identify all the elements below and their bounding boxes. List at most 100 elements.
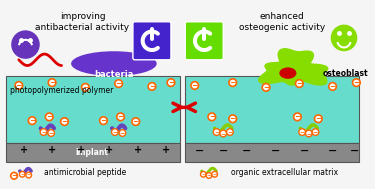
Text: −: − xyxy=(296,79,303,88)
Text: −: − xyxy=(213,172,217,177)
Circle shape xyxy=(312,129,319,135)
Text: enhanced
osteogenic activity: enhanced osteogenic activity xyxy=(239,12,326,32)
Circle shape xyxy=(26,172,32,178)
Text: −: − xyxy=(133,117,139,126)
Text: −: − xyxy=(207,173,211,178)
Text: −: − xyxy=(48,131,54,136)
Text: +: + xyxy=(105,145,113,155)
Text: −: − xyxy=(350,145,359,155)
Text: −: − xyxy=(168,78,174,87)
Text: −: − xyxy=(220,131,226,136)
Text: −: − xyxy=(195,145,204,155)
Text: +: + xyxy=(162,145,170,155)
Ellipse shape xyxy=(71,51,157,76)
Circle shape xyxy=(148,83,156,90)
Text: photopolymerized polymer: photopolymerized polymer xyxy=(10,86,113,95)
Text: −: − xyxy=(299,145,309,155)
Text: −: − xyxy=(300,129,305,135)
Circle shape xyxy=(61,118,68,125)
Text: −: − xyxy=(192,81,198,90)
Text: −: − xyxy=(353,78,360,87)
Text: −: − xyxy=(214,129,219,135)
Circle shape xyxy=(15,82,22,89)
Circle shape xyxy=(352,79,360,86)
Text: −: − xyxy=(61,117,68,126)
Circle shape xyxy=(206,173,212,178)
Bar xyxy=(6,143,180,162)
Text: −: − xyxy=(11,171,17,180)
Text: −: − xyxy=(328,145,337,155)
Circle shape xyxy=(167,79,175,86)
Circle shape xyxy=(208,113,216,121)
Text: +: + xyxy=(134,145,142,155)
Circle shape xyxy=(11,173,17,179)
Text: −: − xyxy=(41,129,46,135)
Polygon shape xyxy=(259,49,328,85)
Text: −: − xyxy=(20,172,24,177)
Circle shape xyxy=(20,171,25,177)
Text: −: − xyxy=(49,78,55,87)
Text: −: − xyxy=(100,116,106,125)
Circle shape xyxy=(11,30,40,59)
Text: +: + xyxy=(48,145,56,155)
Text: −: − xyxy=(116,79,122,88)
Text: −: − xyxy=(117,112,124,121)
Circle shape xyxy=(315,115,322,122)
Text: +: + xyxy=(76,145,85,155)
Circle shape xyxy=(220,130,226,137)
Circle shape xyxy=(306,130,312,137)
Circle shape xyxy=(331,25,357,51)
Circle shape xyxy=(329,83,336,90)
Text: −: − xyxy=(263,83,269,92)
Circle shape xyxy=(191,82,198,89)
Circle shape xyxy=(48,130,54,136)
Text: −: − xyxy=(271,145,280,155)
Circle shape xyxy=(226,129,233,135)
Circle shape xyxy=(212,171,217,177)
Bar xyxy=(185,76,359,143)
Text: −: − xyxy=(294,112,301,121)
Text: −: − xyxy=(120,131,125,136)
Bar xyxy=(185,143,359,162)
Text: −: − xyxy=(219,145,228,155)
Text: improving
antibacterial activity: improving antibacterial activity xyxy=(36,12,130,32)
Text: −: − xyxy=(329,82,336,91)
Text: −: − xyxy=(149,82,155,91)
Text: −: − xyxy=(29,116,35,125)
Circle shape xyxy=(296,80,303,87)
Circle shape xyxy=(229,79,237,86)
Text: −: − xyxy=(46,112,53,121)
Text: −: − xyxy=(313,129,318,135)
Text: implant: implant xyxy=(75,148,108,156)
Circle shape xyxy=(28,117,36,124)
Circle shape xyxy=(201,171,206,177)
Circle shape xyxy=(115,80,123,87)
Circle shape xyxy=(262,84,270,91)
Text: −: − xyxy=(82,83,88,92)
Text: −: − xyxy=(16,81,22,90)
Text: antimicrobial peptide: antimicrobial peptide xyxy=(45,168,127,177)
Circle shape xyxy=(119,130,126,136)
Text: osteoblast: osteoblast xyxy=(323,69,369,78)
Bar xyxy=(6,76,180,143)
Text: organic extracellular matrix: organic extracellular matrix xyxy=(231,168,338,177)
Text: −: − xyxy=(27,173,31,178)
Text: −: − xyxy=(209,112,215,121)
Circle shape xyxy=(132,118,140,125)
FancyBboxPatch shape xyxy=(133,22,171,60)
Text: −: − xyxy=(242,145,252,155)
Circle shape xyxy=(111,129,118,135)
Text: −: − xyxy=(201,172,206,177)
Circle shape xyxy=(299,129,306,135)
Circle shape xyxy=(40,129,47,135)
Text: −: − xyxy=(227,129,232,135)
Circle shape xyxy=(117,113,124,121)
Text: −: − xyxy=(112,129,117,135)
Text: −: − xyxy=(315,114,321,123)
Text: +: + xyxy=(20,145,28,155)
Text: −: − xyxy=(230,78,236,87)
Circle shape xyxy=(48,79,56,86)
Text: bacteria: bacteria xyxy=(94,70,134,79)
Circle shape xyxy=(100,117,107,124)
FancyBboxPatch shape xyxy=(185,22,223,60)
